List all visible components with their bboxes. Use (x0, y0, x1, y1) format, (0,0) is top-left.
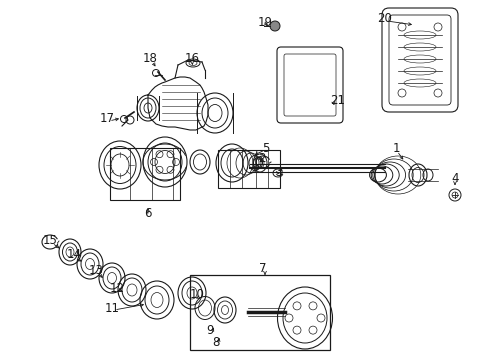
Text: 1: 1 (392, 141, 400, 154)
Text: 15: 15 (42, 234, 57, 247)
Text: 14: 14 (66, 248, 81, 261)
Bar (110, 148, 180, 200)
Text: 5: 5 (262, 141, 269, 154)
Text: 13: 13 (88, 264, 103, 276)
Text: 21: 21 (329, 94, 345, 107)
Text: 2: 2 (258, 152, 265, 165)
Text: 7: 7 (259, 261, 266, 274)
Text: 20: 20 (377, 12, 392, 24)
Text: 18: 18 (142, 51, 157, 64)
Text: 3: 3 (274, 166, 282, 179)
Text: 10: 10 (189, 288, 204, 302)
Circle shape (269, 21, 280, 31)
Text: 8: 8 (212, 336, 219, 348)
Bar (190, 275, 329, 350)
Text: 11: 11 (104, 302, 119, 315)
Text: 17: 17 (99, 112, 114, 125)
Text: 16: 16 (184, 51, 199, 64)
Text: 19: 19 (258, 15, 272, 28)
Text: 4: 4 (450, 171, 458, 185)
Text: 9: 9 (206, 324, 213, 337)
Bar (218, 150, 280, 188)
Text: 12: 12 (109, 282, 124, 294)
Text: 6: 6 (144, 207, 151, 220)
